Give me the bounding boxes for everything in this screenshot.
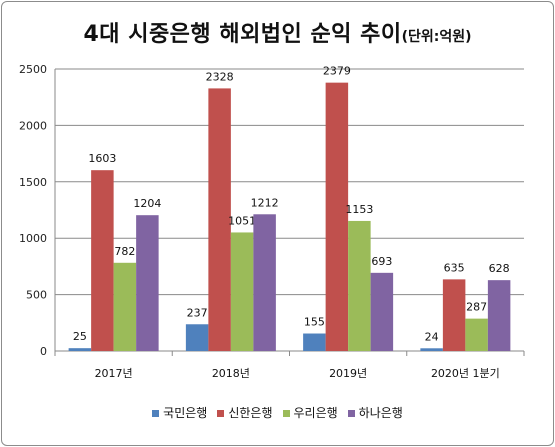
data-label: 628 <box>489 262 510 275</box>
bar <box>68 348 92 351</box>
data-label: 782 <box>114 245 135 258</box>
data-label: 24 <box>425 330 439 343</box>
data-label: 635 <box>444 261 465 274</box>
legend-label: 국민은행 <box>163 406 208 420</box>
bar <box>113 262 137 351</box>
legend-item: 우리은행 <box>282 404 338 421</box>
data-label: 155 <box>304 316 325 329</box>
legend-label: 신한은행 <box>228 406 273 420</box>
bar <box>208 88 231 351</box>
bar <box>487 280 511 351</box>
bar <box>348 220 371 351</box>
legend-swatch <box>152 410 160 417</box>
bar-chart: 0 500 1000 1500 2000 2500 2017년 2018년 2019년 2020년… <box>19 63 525 380</box>
bar <box>442 279 466 351</box>
data-label: 2328 <box>206 70 234 83</box>
legend-item: 하나은행 <box>347 404 403 421</box>
bar <box>185 324 209 351</box>
y-tick-label: 2500 <box>19 63 47 76</box>
legend-label: 우리은행 <box>293 406 338 420</box>
y-tick-label: 500 <box>26 289 47 302</box>
data-label: 1204 <box>133 197 161 210</box>
bar <box>253 214 276 351</box>
x-tick-label: 2020년 1분기 <box>431 367 500 380</box>
bar <box>420 348 443 351</box>
data-label: 1051 <box>228 214 256 227</box>
bar <box>303 333 326 351</box>
legend-swatch <box>217 410 225 417</box>
bar <box>370 272 394 351</box>
data-label: 1212 <box>251 196 279 209</box>
bar <box>325 82 349 351</box>
bar <box>230 232 254 351</box>
y-tick-label: 1500 <box>19 176 47 189</box>
data-label: 2379 <box>323 65 351 78</box>
legend-item: 국민은행 <box>152 404 207 421</box>
data-label: 25 <box>73 330 87 343</box>
y-tick-label: 0 <box>40 345 47 358</box>
chart-legend: 국민은행 신한은행 우리은행 하나은행 <box>0 404 555 421</box>
x-tick-label: 2018년 <box>212 367 250 380</box>
legend-swatch <box>282 410 290 417</box>
x-tick-label: 2019년 <box>329 367 367 380</box>
data-label: 1153 <box>345 203 373 216</box>
legend-label: 하나은행 <box>358 406 403 420</box>
data-label: 1603 <box>88 152 116 165</box>
legend-swatch <box>347 410 355 417</box>
y-tick-label: 1000 <box>19 232 47 245</box>
y-tick-label: 2000 <box>19 119 47 132</box>
chart-title-block: 4대 시중은행 해외법인 순익 추이(단위:억원) <box>0 16 555 48</box>
data-label: 287 <box>466 301 487 314</box>
bar <box>136 215 159 351</box>
bar <box>91 170 114 351</box>
data-label: 237 <box>187 306 208 319</box>
legend-item: 신한은행 <box>217 404 273 421</box>
bar <box>465 318 488 351</box>
chart-unit-note: (단위:억원) <box>401 29 472 45</box>
x-tick-label: 2017년 <box>95 367 133 380</box>
chart-title: 4대 시중은행 해외법인 순익 추이 <box>83 22 402 47</box>
data-label: 693 <box>371 255 392 268</box>
